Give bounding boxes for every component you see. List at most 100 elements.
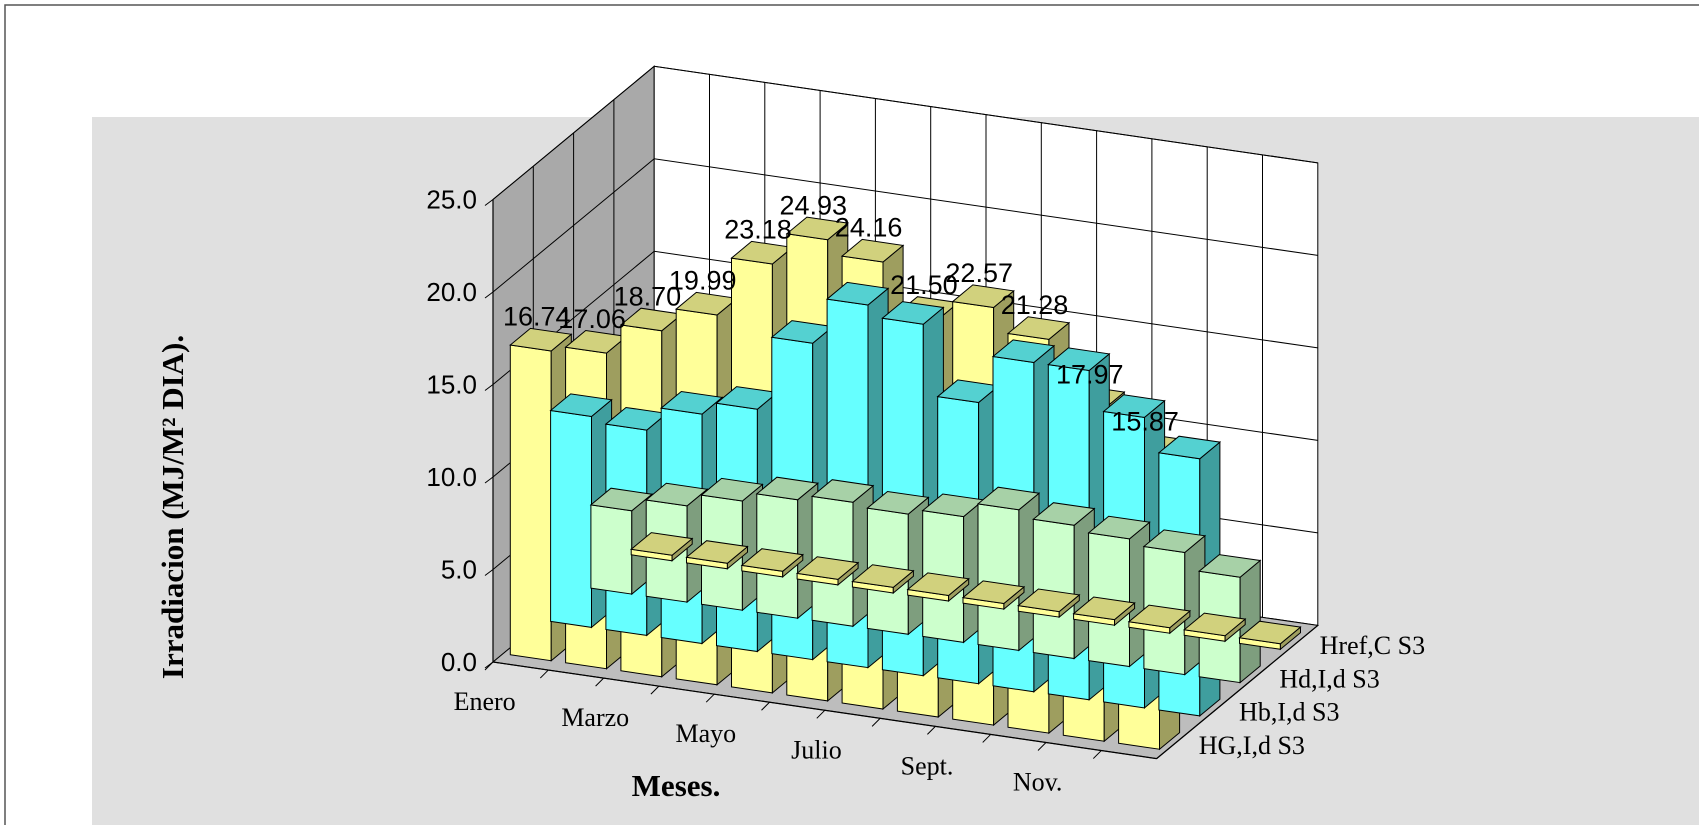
x-tick-mark [484, 661, 494, 671]
bar-top-face [1157, 435, 1222, 460]
y-axis-tick-labels: 0.0 5.0 10.0 15.0 20.0 25.0 [426, 185, 494, 677]
bar-top-face [740, 548, 804, 572]
bar-top-face [685, 540, 749, 564]
data-label: 21.28 [1001, 290, 1069, 320]
y-axis-title: Irradiacion (MJ/M² DIA). [155, 335, 190, 679]
bar-top-face [589, 487, 654, 512]
bar-1-8 [1032, 502, 1096, 660]
bar-1-3 [755, 476, 819, 620]
bar-top-face [1142, 529, 1207, 554]
data-label: 16.74 [503, 302, 571, 332]
y-tick-mark [484, 569, 494, 576]
x-axis-title: Meses. [632, 768, 721, 803]
bar-0-6 [961, 580, 1026, 611]
x-tick-mark [1037, 742, 1047, 751]
x-tick-mark [650, 685, 660, 695]
x-category-label: Mayo [676, 719, 737, 748]
x-category-label: Enero [454, 687, 516, 716]
x-category-label: Marzo [561, 703, 629, 732]
bar-top-face [810, 479, 875, 503]
bar-front-face [590, 504, 633, 595]
bar-1-6 [921, 493, 985, 644]
data-label: 17.97 [1056, 359, 1124, 389]
bar-front-face [509, 344, 552, 662]
bar-top-face [1032, 502, 1096, 526]
y-tick-label: 25.0 [426, 185, 477, 215]
bar-0-0 [630, 532, 694, 562]
bar-top-face [1017, 588, 1081, 613]
legend-series-label: HG,I,d S3 [1199, 731, 1305, 760]
x-tick-mark [982, 734, 992, 743]
x-axis-category-labels: Enero Marzo Mayo Julio Sept. Nov. [454, 661, 1102, 797]
bar-top-face [961, 580, 1026, 605]
x-tick-mark [871, 717, 881, 727]
x-tick-mark [761, 701, 770, 711]
bar-1-9 [1087, 515, 1151, 668]
bar-front-face [550, 409, 592, 628]
bar-top-face [785, 216, 849, 241]
bar-top-face [645, 482, 709, 507]
y-tick-mark [484, 384, 494, 391]
data-label: 18.70 [614, 282, 682, 312]
bar-top-face [840, 238, 905, 263]
bar-1-7 [976, 486, 1041, 652]
bar-top-face [1183, 612, 1247, 637]
data-label: 24.93 [780, 190, 848, 220]
bar-1-10 [1142, 529, 1207, 676]
x-category-label: Nov. [1013, 768, 1063, 797]
bar-top-face [976, 486, 1041, 511]
y-tick-label: 10.0 [426, 462, 477, 492]
x-tick-mark [927, 726, 936, 735]
bar-0-9 [1127, 604, 1192, 635]
x-tick-mark [539, 669, 549, 679]
bar-top-face [1006, 316, 1071, 340]
bar-top-face [795, 556, 860, 580]
data-label: 24.16 [835, 213, 903, 243]
data-label: 15.87 [1111, 406, 1179, 436]
bar-top-face [1072, 596, 1136, 621]
y-tick-label: 15.0 [426, 370, 477, 400]
y-tick-mark [484, 476, 494, 484]
bar-top-face [1127, 604, 1192, 629]
bar-top-face [509, 327, 573, 352]
y-tick-label: 0.0 [441, 647, 477, 677]
bar-0-10 [1183, 612, 1247, 643]
legend-series-label: Hd,I,d S3 [1279, 664, 1379, 693]
bar-top-face [881, 301, 945, 325]
bar-1-5 [866, 490, 930, 636]
y-tick-mark [484, 199, 494, 206]
x-tick-mark [705, 693, 715, 703]
bar-top-face [851, 564, 915, 588]
bar-0-2 [740, 548, 804, 578]
data-label: 17.06 [558, 304, 626, 334]
data-label: 19.99 [669, 266, 737, 296]
bar-0-11 [1238, 620, 1302, 651]
bar-top-face [1087, 515, 1151, 540]
bar-top-face [630, 532, 694, 556]
bar-0-3 [795, 556, 860, 586]
bar-front-face [977, 503, 1020, 651]
bar-top-face [755, 476, 819, 501]
x-category-label: Sept. [901, 751, 954, 780]
bar-top-face [951, 284, 1015, 309]
bar-0-7 [1017, 588, 1081, 619]
data-label: 22.57 [945, 258, 1013, 288]
bar-top-face [1198, 554, 1262, 578]
bar-0-5 [906, 572, 970, 603]
bar-top-face [1047, 347, 1111, 372]
depth-axis-line [1156, 624, 1319, 760]
data-label: 21.50 [890, 270, 958, 300]
series-legend: Href,C S3 Hd,I,d S3 Hb,I,d S3 HG,I,d S3 [1199, 631, 1425, 760]
y-tick-label: 20.0 [426, 277, 477, 307]
x-tick-mark [816, 709, 826, 719]
bar-top-face [549, 393, 613, 418]
bar-0-1 [685, 540, 749, 570]
bars [509, 216, 1302, 751]
legend-series-label: Hb,I,d S3 [1239, 698, 1339, 727]
bar-top-face [700, 477, 764, 502]
bar-top-face [825, 281, 890, 306]
legend-series-label: Href,C S3 [1320, 631, 1425, 660]
y-tick-mark [484, 291, 494, 299]
